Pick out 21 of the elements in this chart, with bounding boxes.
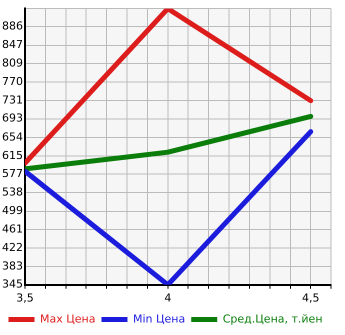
legend-label: Min Цена xyxy=(132,312,186,326)
y-tick-label: 383 xyxy=(2,260,23,273)
legend-label: Max Цена xyxy=(40,312,96,326)
y-tick-label: 345 xyxy=(2,278,23,291)
y-tick-label: 538 xyxy=(2,186,23,199)
x-tick-label: 3,5 xyxy=(16,291,34,304)
y-tick-label: 461 xyxy=(2,222,23,236)
y-tick-label: 770 xyxy=(2,74,23,88)
y-tick-label: 886 xyxy=(2,20,23,33)
y-tick-label: 499 xyxy=(2,204,23,218)
y-tick-label: 422 xyxy=(2,240,23,254)
x-tick-label: 4,5 xyxy=(302,291,320,304)
y-tick-label: 577 xyxy=(2,166,23,180)
y-tick-label: 731 xyxy=(2,94,23,107)
y-tick-label: 615 xyxy=(2,148,23,162)
x-tick-label: 4 xyxy=(164,291,172,304)
y-tick-label: 654 xyxy=(2,130,23,144)
y-tick-label: 693 xyxy=(2,112,23,125)
y-tick-label: 809 xyxy=(2,56,23,70)
legend-label: Сред.Цена, т.йен xyxy=(222,312,323,326)
y-tick-label: 847 xyxy=(2,38,23,52)
